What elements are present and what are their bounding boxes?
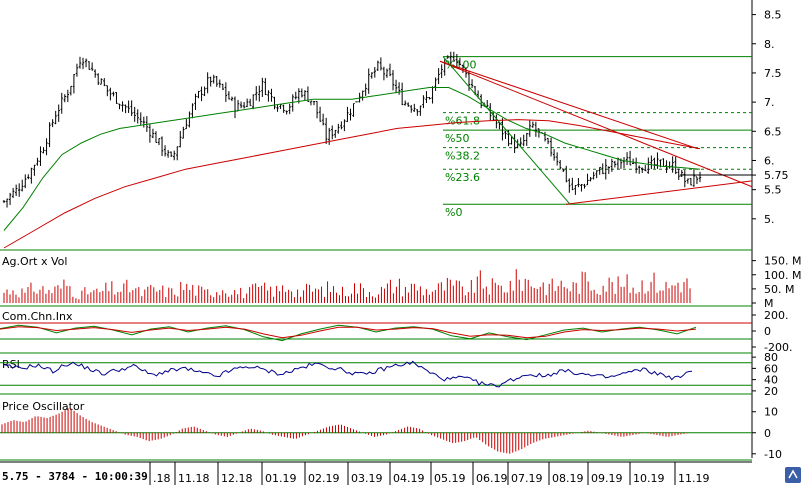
- fib-level-label: %23.6: [445, 171, 480, 184]
- x-axis-tick-label: 07.19: [511, 472, 543, 485]
- x-axis-tick-label: 03.19: [351, 472, 383, 485]
- cci-signal-line: [0, 326, 697, 339]
- x-axis-tick-label: 01.19: [265, 472, 297, 485]
- panel-y-tick-label: M: [764, 297, 774, 310]
- panel-y-tick-label: 100. M: [764, 269, 801, 282]
- ma-fast-line: [3, 87, 701, 231]
- panel-y-tick-label: 20: [764, 385, 778, 398]
- panel-y-tick-label: -200.: [764, 341, 792, 354]
- fib-level-label: %38.2: [445, 150, 480, 163]
- panel-y-tick-label: 80: [764, 351, 778, 364]
- price-y-tick-label: 5.75: [764, 169, 789, 182]
- oscillator-panel-title: Price Oscillator: [2, 400, 85, 413]
- x-axis-tick-label: 06.19: [476, 472, 508, 485]
- price-y-tick-label: 7.5: [764, 67, 782, 80]
- corner-chart-glyph: [788, 469, 798, 479]
- x-axis-tick-label: 11.19: [678, 472, 710, 485]
- x-axis-tick-label: 11.18: [178, 472, 210, 485]
- fib-level-label: %0: [445, 206, 462, 219]
- panel-y-tick-label: -10: [764, 448, 782, 461]
- price-y-tick-label: 7.: [764, 96, 775, 109]
- rsi-line: [3, 360, 693, 388]
- price-y-tick-label: 6.5: [764, 125, 782, 138]
- fib-level-label: %61.8: [445, 115, 480, 128]
- x-axis-tick-label: 05.19: [434, 472, 466, 485]
- panel-y-tick-label: 60: [764, 362, 778, 375]
- rsi-panel-title: RSI: [2, 358, 20, 371]
- x-axis-tick-label: 02.19: [308, 472, 340, 485]
- status-bar-bg: [0, 464, 143, 485]
- price-y-tick-label: 8.: [764, 38, 775, 51]
- price-y-tick-label: 8.5: [764, 9, 782, 22]
- app-corner-icon[interactable]: [785, 467, 801, 483]
- price-y-tick-label: 5.: [764, 213, 775, 226]
- trendline-lower: [565, 180, 753, 205]
- panel-y-tick-label: 50. M: [764, 283, 794, 296]
- x-axis-tick-label: .18: [153, 472, 171, 485]
- x-axis-tick-label: 12.18: [221, 472, 253, 485]
- panel-y-tick-label: 40: [764, 374, 778, 387]
- cci-line: [0, 324, 697, 342]
- trendline-upper: [439, 60, 699, 150]
- ma-slow-line: [3, 119, 701, 249]
- trendline-mid: [439, 60, 753, 188]
- panel-y-tick-label: 150. M: [764, 255, 801, 268]
- status-bar-text: 5.75 - 3784 - 10:00:39: [2, 470, 148, 483]
- x-axis-tick-label: 08.19: [552, 472, 584, 485]
- cci-panel-title: Com.Chn.Inx: [2, 310, 73, 323]
- price-y-tick-label: 6.: [764, 154, 775, 167]
- fib-anchor-line: [442, 56, 571, 205]
- x-axis-tick-label: 04.19: [393, 472, 425, 485]
- panel-y-tick-label: 10: [764, 406, 778, 419]
- x-axis-tick-label: 09.19: [591, 472, 623, 485]
- fib-level-label: %50: [445, 132, 469, 145]
- volume-panel-title: Ag.Ort x Vol: [2, 255, 67, 268]
- price-y-tick-label: 5.5: [764, 184, 782, 197]
- panel-y-tick-label: 0: [764, 427, 771, 440]
- panel-y-tick-label: 200.: [764, 309, 789, 322]
- x-axis-tick-label: 10.19: [633, 472, 665, 485]
- panel-y-tick-label: 0: [764, 325, 771, 338]
